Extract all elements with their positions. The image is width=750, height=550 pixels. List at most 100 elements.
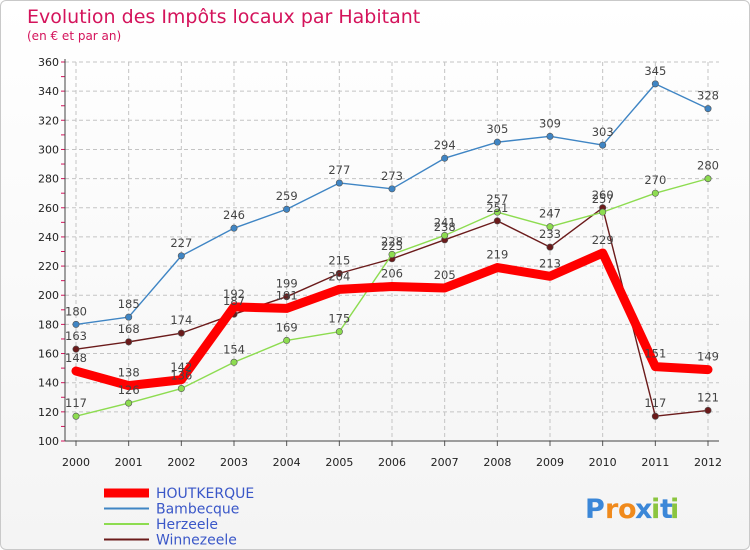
data-label: 136 — [170, 369, 192, 383]
logo-letter: r — [605, 494, 619, 525]
data-label: 345 — [644, 64, 666, 78]
data-label: 270 — [644, 173, 666, 187]
legend-label: Herzeele — [156, 517, 218, 533]
data-point — [283, 336, 291, 344]
y-tick-label: 160 — [38, 348, 59, 361]
data-labels: 148 138 142 192 191 204 206 205 219 213 229 151 149 1… — [65, 64, 719, 410]
data-label: 303 — [592, 125, 614, 139]
legend-label: HOUTKERQUE — [156, 486, 254, 502]
data-label: 169 — [276, 320, 298, 334]
x-tick-label: 2006 — [378, 456, 406, 469]
data-label: 205 — [434, 268, 456, 282]
data-point — [704, 105, 712, 113]
data-label: 174 — [170, 313, 192, 327]
y-tick-label: 100 — [38, 435, 59, 448]
data-point — [283, 205, 291, 213]
data-point — [651, 412, 659, 420]
y-tick-label: 120 — [38, 406, 59, 419]
y-tick-label: 220 — [38, 260, 59, 273]
data-label: 154 — [223, 342, 245, 356]
data-point — [72, 345, 80, 353]
data-label: 247 — [539, 207, 561, 221]
x-tick-label: 2000 — [62, 456, 90, 469]
x-tick-label: 2005 — [325, 456, 353, 469]
data-label: 204 — [328, 269, 350, 283]
data-label: 233 — [539, 227, 561, 241]
data-label: 180 — [65, 304, 87, 318]
legend-label: Bambecque — [156, 502, 239, 518]
x-tick-label: 2012 — [694, 456, 722, 469]
data-label: 149 — [697, 350, 719, 364]
data-label: 277 — [328, 163, 350, 177]
data-point — [177, 252, 185, 260]
y-tick-label: 260 — [38, 202, 59, 215]
data-point — [335, 179, 343, 187]
data-point — [177, 329, 185, 337]
logo-letter: P — [585, 494, 605, 525]
data-point — [441, 154, 449, 162]
data-label: 151 — [644, 347, 666, 361]
x-tick-label: 2009 — [536, 456, 564, 469]
data-label: 305 — [486, 122, 508, 136]
data-label: 138 — [118, 366, 140, 380]
data-label: 238 — [434, 220, 456, 234]
y-tick-label: 180 — [38, 318, 59, 331]
x-tick-label: 2003 — [220, 456, 248, 469]
data-label: 294 — [434, 138, 456, 152]
series-line-houtkerque — [71, 248, 713, 391]
data-label: 257 — [592, 192, 614, 206]
logo-letter: i — [651, 494, 660, 525]
x-tick-label: 2001 — [115, 456, 143, 469]
data-point — [493, 217, 501, 225]
data-point — [177, 385, 185, 393]
data-point — [599, 208, 607, 216]
data-point — [125, 313, 133, 321]
data-point — [388, 185, 396, 193]
data-label: 257 — [486, 192, 508, 206]
data-label: 219 — [486, 248, 508, 262]
data-label: 163 — [65, 329, 87, 343]
data-label: 328 — [697, 89, 719, 103]
axes: 100 120 140 160 180 200 220 240 260 280 300 320 340 3… — [38, 56, 722, 469]
data-point — [704, 175, 712, 183]
x-tick-label: 2010 — [589, 456, 617, 469]
data-label: 168 — [118, 322, 140, 336]
data-point — [72, 320, 80, 328]
data-label: 187 — [223, 294, 245, 308]
data-point — [125, 399, 133, 407]
data-point — [546, 223, 554, 231]
y-tick-label: 140 — [38, 377, 59, 390]
y-tick-label: 240 — [38, 231, 59, 244]
data-label: 273 — [381, 169, 403, 183]
data-point — [388, 250, 396, 258]
series-layer — [71, 80, 713, 420]
data-label: 259 — [276, 189, 298, 203]
x-tick-label: 2008 — [483, 456, 511, 469]
data-point — [72, 412, 80, 420]
data-label: 309 — [539, 116, 561, 130]
logo-letter: i — [670, 494, 679, 525]
data-label: 117 — [644, 396, 666, 410]
data-point — [546, 243, 554, 251]
data-point — [335, 328, 343, 336]
data-label: 229 — [592, 233, 614, 247]
data-point — [704, 406, 712, 414]
data-point — [125, 338, 133, 346]
data-label: 192 — [223, 287, 245, 301]
y-tick-label: 200 — [38, 289, 59, 302]
data-label: 213 — [539, 256, 561, 270]
y-tick-label: 340 — [38, 85, 59, 98]
data-label: 121 — [697, 390, 719, 404]
data-point — [283, 293, 291, 301]
data-label: 225 — [381, 239, 403, 253]
chart-subtitle: (en € et par an) — [27, 29, 121, 43]
data-label: 148 — [65, 351, 87, 365]
x-tick-label: 2011 — [641, 456, 669, 469]
data-point — [230, 358, 238, 366]
x-tick-label: 2007 — [431, 456, 459, 469]
data-point — [493, 138, 501, 146]
data-label: 241 — [434, 215, 456, 229]
